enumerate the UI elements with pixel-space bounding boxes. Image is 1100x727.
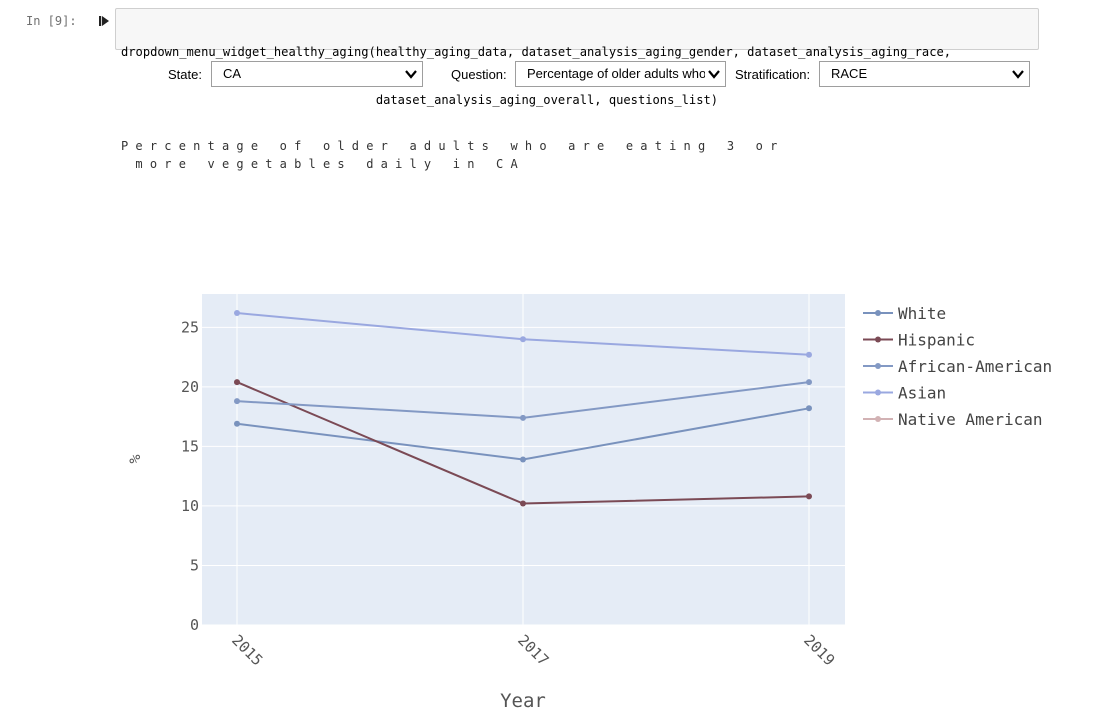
x-axis-title: Year [500,690,546,712]
legend-marker [875,310,881,316]
cell-prompt: In [9]: [26,14,77,28]
legend-marker [875,336,881,343]
data-point [234,420,240,427]
y-tick-label: 25 [181,318,199,336]
y-tick-label: 15 [181,437,199,455]
legend-marker [875,416,881,422]
state-label: State: [168,67,202,82]
legend-label: White [898,304,946,323]
question-label: Question: [451,67,507,82]
data-point [234,398,240,405]
run-cell-icon[interactable] [98,15,110,27]
y-axis-title: % [126,454,144,463]
chart-title-line: Percentage of older adults who are eatin… [121,139,785,153]
chart-title-line: more vegetables daily in CA [121,157,525,171]
legend-label: Hispanic [898,331,975,350]
stratification-label: Stratification: [735,67,811,82]
data-point [806,351,812,358]
y-tick-label: 0 [190,616,199,634]
x-tick-label: 2017 [514,631,552,669]
code-cell[interactable]: dropdown_menu_widget_healthy_aging(healt… [115,8,1039,107]
data-point [806,405,812,412]
chart-title: Percentage of older adults who are eatin… [121,137,881,173]
data-point [234,310,240,317]
state-dropdown[interactable]: CA [211,61,423,87]
y-tick-label: 5 [190,556,199,574]
chevron-down-icon [1012,70,1024,79]
y-tick-label: 20 [181,378,199,396]
stratification-dropdown[interactable]: RACE [819,61,1030,87]
code-line: dataset_analysis_aging_overall, question… [121,93,719,107]
code-line: dropdown_menu_widget_healthy_aging(healt… [121,45,952,59]
chevron-down-icon [405,70,417,79]
stratification-value: RACE [831,66,868,81]
x-tick-label: 2019 [800,631,838,669]
data-point [520,456,526,463]
legend-marker [875,363,881,369]
question-value: Percentage of older adults who are eatin… [527,66,705,81]
y-tick-label: 10 [181,497,199,515]
data-point [520,500,526,507]
state-value: CA [223,66,242,81]
data-point [234,379,240,386]
legend-marker [875,389,881,396]
chevron-down-icon [708,70,720,79]
data-point [520,336,526,343]
data-point [806,379,812,386]
data-point [806,493,812,500]
legend-label: Native American [898,410,1043,429]
question-dropdown[interactable]: Percentage of older adults who are eatin… [515,61,726,87]
data-point [520,414,526,421]
legend-label: African-American [898,357,1052,376]
legend-label: Asian [898,384,946,403]
x-tick-label: 2015 [228,631,266,669]
